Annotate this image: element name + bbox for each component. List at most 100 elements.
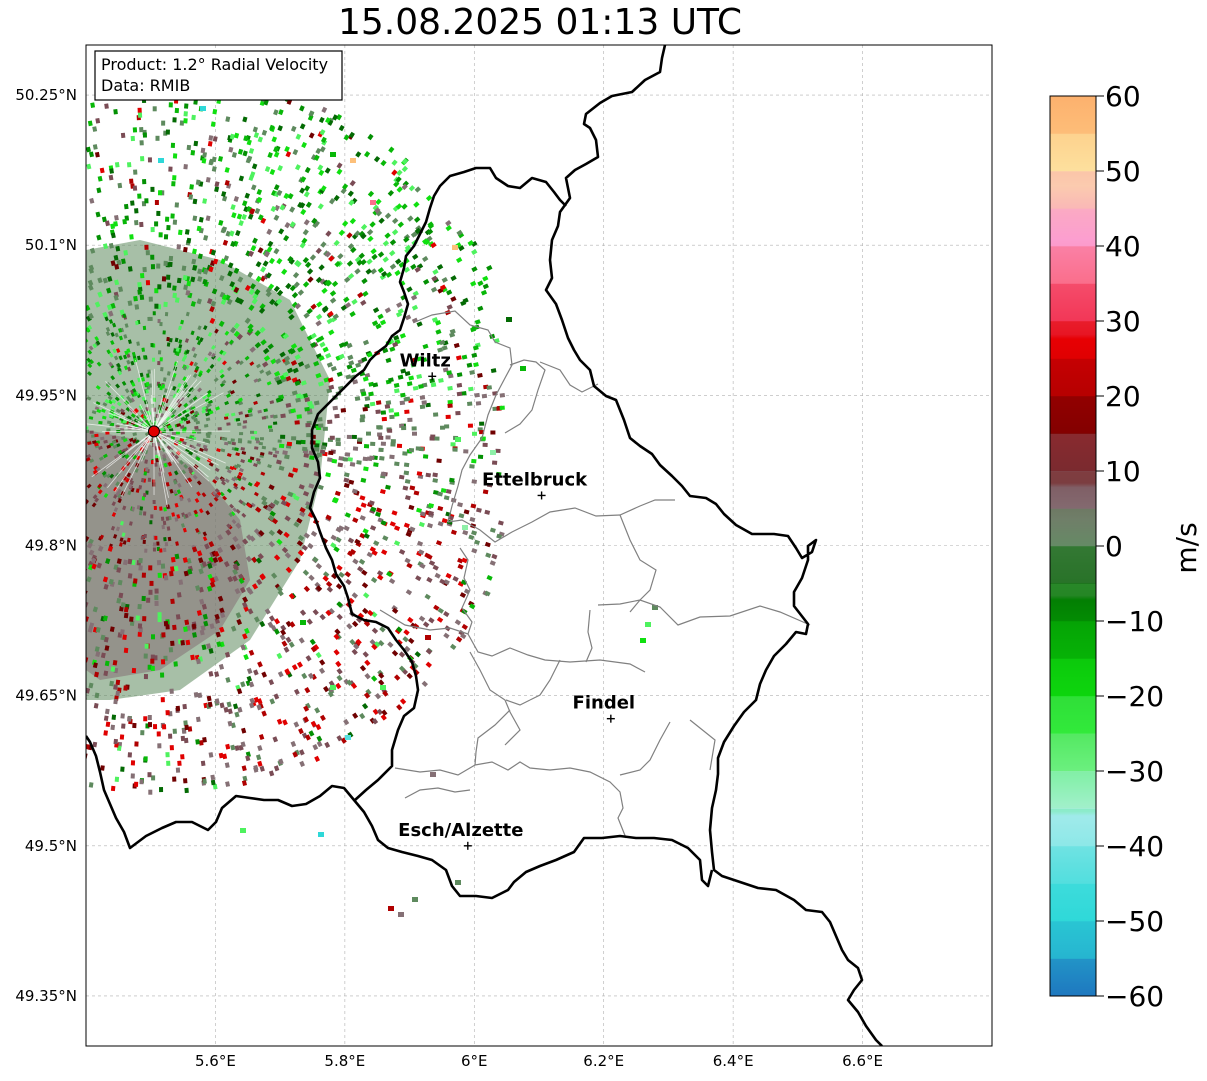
echo-gate	[224, 179, 230, 186]
echo-gate	[192, 396, 198, 401]
echo-gate	[86, 146, 91, 153]
echo-gate	[269, 502, 276, 509]
echo-gate	[131, 351, 136, 357]
echo-gate	[223, 416, 229, 420]
echo-gate	[222, 495, 228, 501]
echo-gate	[343, 296, 350, 303]
echo-gate	[148, 296, 153, 302]
echo-gate	[314, 443, 320, 448]
echo-gate	[321, 287, 328, 294]
echo-gate	[134, 208, 139, 214]
echo-gate	[162, 377, 167, 382]
echo-gate	[322, 346, 329, 353]
echo-gate	[255, 457, 261, 462]
echo-gate	[123, 334, 128, 339]
echo-gate	[170, 640, 175, 647]
echo-gate	[398, 474, 405, 480]
echo-gate	[173, 565, 179, 572]
echo-gate	[403, 629, 410, 636]
echo-gate	[191, 546, 198, 553]
echo-gate	[212, 479, 218, 484]
echo-gate	[161, 120, 166, 126]
echo-gate	[328, 329, 335, 336]
echo-gate	[202, 531, 208, 537]
national-borders	[86, 45, 883, 1046]
echo-gate	[156, 263, 161, 269]
echo-gate	[485, 552, 492, 559]
echo-gate	[198, 586, 204, 593]
echo-gate	[201, 561, 208, 568]
echo-gate	[308, 132, 315, 139]
echo-gate	[122, 634, 127, 640]
echo-gate	[450, 296, 457, 302]
echo-gate	[160, 563, 166, 569]
echo-gate	[344, 452, 351, 457]
echo-gate	[380, 685, 386, 690]
echo-gate	[238, 577, 245, 585]
echo-gate	[206, 402, 212, 408]
echo-gate	[378, 672, 385, 679]
echo-gate	[174, 553, 180, 560]
echo-gate	[165, 710, 170, 716]
echo-gate	[315, 651, 322, 659]
echo-gate	[241, 601, 248, 609]
echo-gate	[410, 263, 417, 270]
echo-gate	[269, 615, 276, 622]
echo-gate	[297, 549, 305, 557]
echo-gate	[360, 299, 367, 306]
echo-gate	[184, 408, 190, 414]
echo-gate	[300, 439, 306, 445]
echo-gate	[231, 476, 237, 482]
echo-gate	[259, 574, 266, 581]
colorbar-tick-label: −40	[1105, 830, 1164, 863]
echo-gate	[146, 373, 150, 378]
echo-gate	[165, 216, 170, 222]
echo-gate	[436, 264, 444, 271]
echo-gate	[112, 444, 118, 449]
echo-gate	[171, 512, 176, 517]
echo-gate	[154, 600, 159, 606]
echo-gate	[142, 325, 147, 331]
echo-gate	[396, 169, 403, 176]
echo-gate	[249, 208, 256, 215]
echo-gate	[163, 301, 168, 308]
echo-gate	[474, 319, 481, 325]
echo-gate	[114, 776, 120, 782]
echo-gate	[401, 426, 407, 431]
echo-gate	[358, 230, 365, 238]
echo-gate	[323, 685, 330, 693]
echo-gate	[269, 428, 274, 432]
echo-gate	[192, 373, 198, 379]
echo-gate	[373, 540, 380, 547]
echo-gate	[161, 632, 166, 638]
echo-gate	[399, 698, 407, 705]
echo-gate	[240, 828, 246, 833]
echo-gate	[400, 368, 407, 374]
echo-gate	[222, 360, 227, 366]
echo-gate	[172, 728, 177, 734]
echo-gate	[234, 745, 240, 752]
echo-gate	[319, 278, 326, 285]
echo-gate	[328, 608, 335, 615]
echo-gate	[172, 219, 178, 225]
echo-gate	[306, 307, 313, 315]
echo-gate	[359, 532, 366, 539]
echo-gate	[403, 522, 410, 529]
echo-gate	[271, 518, 279, 525]
echo-gate	[101, 415, 107, 420]
echo-gate	[310, 154, 317, 161]
echo-gate	[426, 522, 434, 529]
echo-gate	[143, 355, 147, 360]
echo-gate	[291, 292, 299, 299]
echo-gate	[185, 420, 191, 425]
echo-gate	[350, 682, 358, 690]
colorbar-band	[1050, 171, 1096, 209]
echo-gate	[113, 486, 118, 492]
echo-gate	[284, 146, 290, 153]
echo-gate	[169, 745, 174, 751]
echo-gate	[124, 454, 130, 460]
echo-gate	[86, 315, 92, 322]
echo-gate	[349, 462, 356, 467]
echo-gate	[399, 333, 406, 339]
